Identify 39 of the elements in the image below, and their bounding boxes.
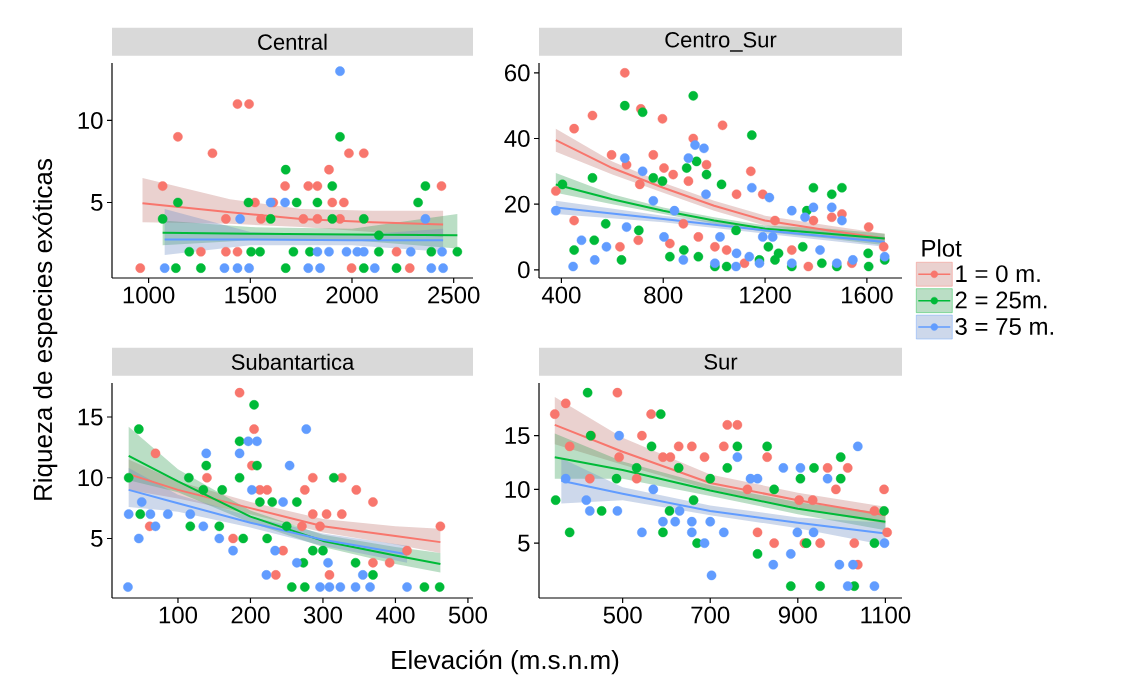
chart-title: Subantartica xyxy=(231,353,355,370)
legend-label: 1 = 0 m. xyxy=(956,265,1040,283)
x-tick-label: 1000 xyxy=(123,286,175,304)
x-tick-label: 1100 xyxy=(861,606,911,624)
y-tick-label: 60 xyxy=(505,64,530,82)
y-tick-label: 10 xyxy=(505,480,530,498)
y-tick-label: 0 xyxy=(518,261,530,279)
x-tick-label: 200 xyxy=(231,606,270,624)
chart-title: Central xyxy=(258,33,327,50)
x-tick-label: 2500 xyxy=(428,286,480,304)
x-tick-label: 500 xyxy=(603,606,642,624)
chart-title: Sur xyxy=(704,354,738,370)
x-tick-label: 300 xyxy=(303,606,343,624)
y-tick-label: 15 xyxy=(78,408,103,426)
x-tick-label: 1600 xyxy=(842,286,893,304)
x-tick-label: 400 xyxy=(541,286,581,304)
y-tick-label: 10 xyxy=(78,111,103,129)
y-tick-label: 5 xyxy=(91,530,103,547)
y-tick-label: 10 xyxy=(78,469,103,487)
x-tick-label: 800 xyxy=(644,286,683,304)
y-tick-label: 40 xyxy=(504,129,530,147)
x-tick-label: 100 xyxy=(159,606,198,624)
x-tick-label: 700 xyxy=(691,606,730,624)
legend-title: Plot xyxy=(922,239,962,257)
x-tick-label: 2000 xyxy=(326,286,378,304)
y-tick-label: 5 xyxy=(91,194,103,211)
legend-label: 3 = 75 m. xyxy=(955,317,1053,335)
y-tick-label: 5 xyxy=(518,534,530,552)
x-axis-title: Elevación (m.s.n.m) xyxy=(392,649,619,675)
y-axis-title: Riqueza de especies exóticas xyxy=(32,159,58,500)
x-tick-label: 1500 xyxy=(225,286,277,304)
legend-label: 2 = 25m. xyxy=(955,291,1047,309)
x-tick-label: 900 xyxy=(778,606,817,624)
x-tick-label: 400 xyxy=(375,606,415,624)
y-tick-label: 15 xyxy=(505,427,530,445)
y-tick-label: 20 xyxy=(504,195,530,213)
x-tick-label: 500 xyxy=(448,606,487,624)
chart-title: Centro_Sur xyxy=(665,31,777,52)
x-tick-label: 1200 xyxy=(740,286,791,304)
